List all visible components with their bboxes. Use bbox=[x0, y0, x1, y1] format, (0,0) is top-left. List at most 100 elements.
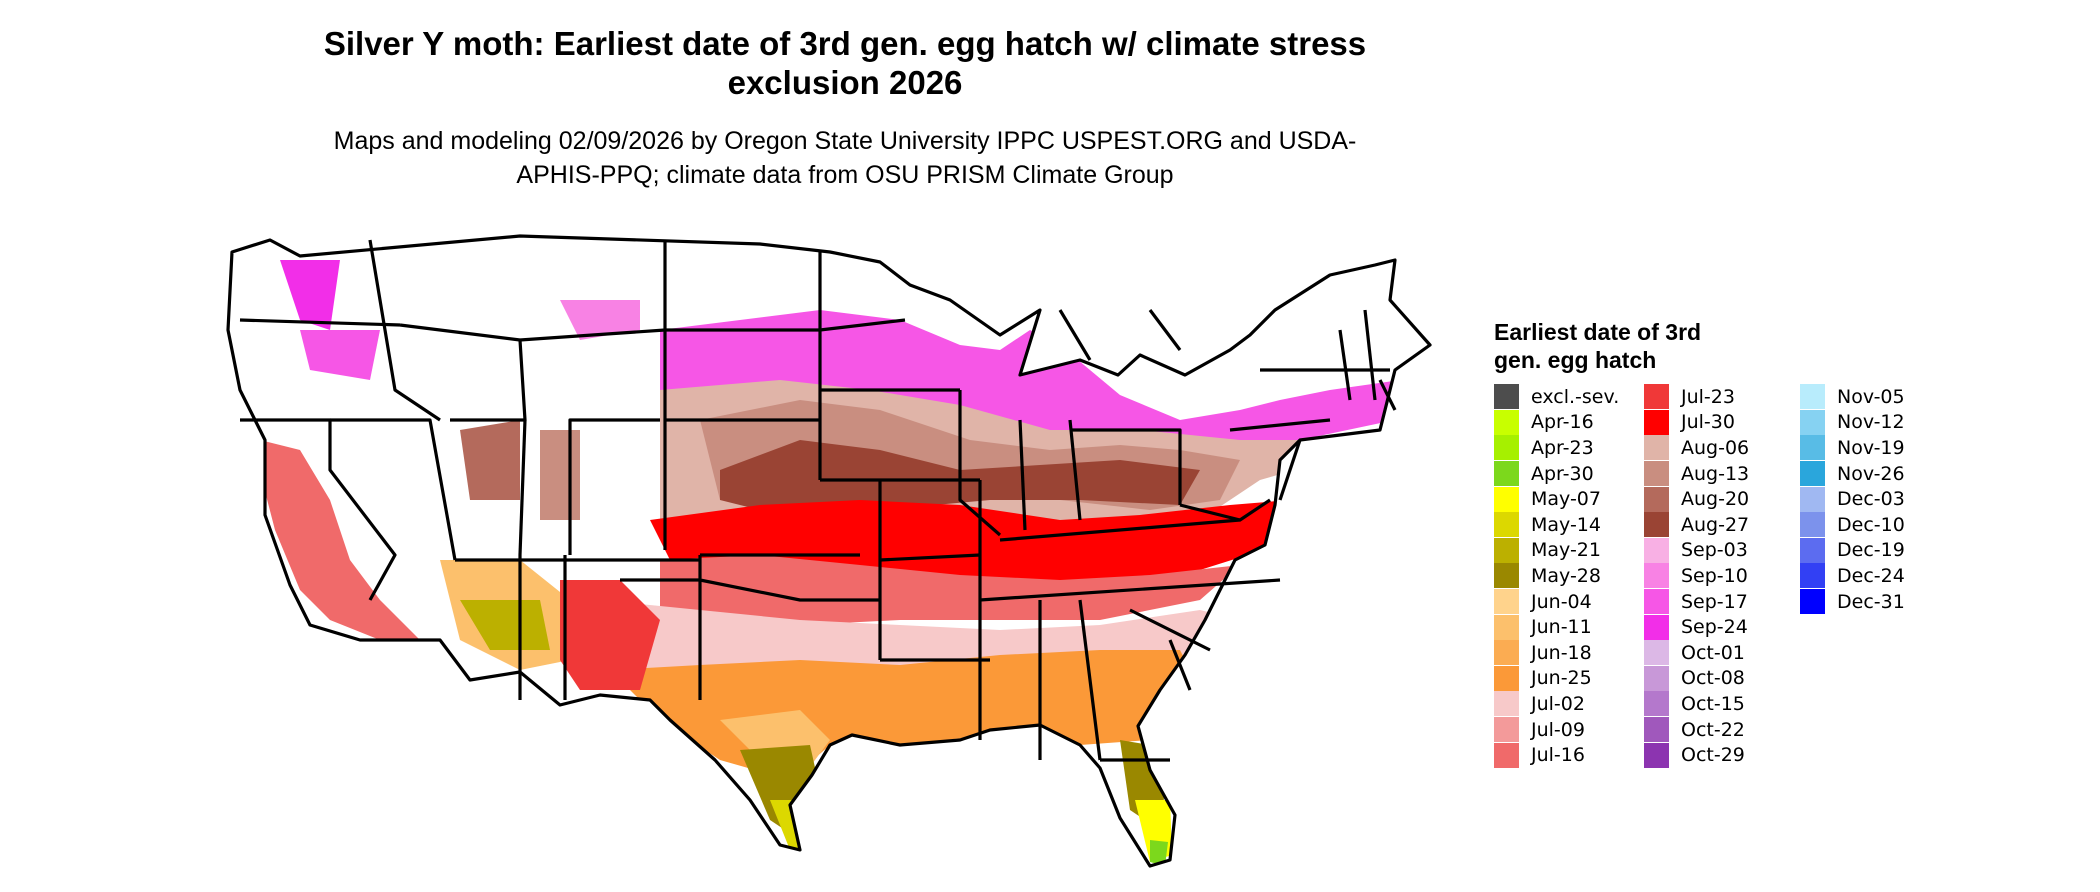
legend-label: Jun-11 bbox=[1531, 616, 1592, 639]
legend-item: Jun-25 bbox=[1494, 665, 1619, 692]
legend-item: Dec-19 bbox=[1800, 537, 1905, 564]
legend-swatch bbox=[1644, 717, 1669, 743]
legend-label: Dec-10 bbox=[1837, 513, 1905, 536]
legend-label: Aug-27 bbox=[1681, 513, 1750, 536]
legend-label: Aug-13 bbox=[1681, 462, 1750, 485]
legend-item: Nov-12 bbox=[1800, 409, 1905, 436]
legend-item: Dec-03 bbox=[1800, 486, 1905, 512]
legend-swatch bbox=[1644, 461, 1669, 487]
legend-swatch bbox=[1494, 409, 1519, 435]
legend-label: Dec-03 bbox=[1837, 488, 1905, 511]
legend-swatch bbox=[1644, 409, 1669, 435]
legend-item: Aug-06 bbox=[1644, 435, 1749, 461]
legend-label: Jun-25 bbox=[1531, 667, 1592, 690]
legend-swatch bbox=[1800, 563, 1825, 589]
legend-label: Dec-24 bbox=[1837, 564, 1905, 587]
legend-label: Sep-17 bbox=[1681, 590, 1748, 613]
legend-label: Nov-05 bbox=[1837, 385, 1905, 408]
legend-swatch bbox=[1494, 461, 1519, 487]
legend-swatch bbox=[1494, 691, 1519, 717]
legend-column: Jul-23 Jul-30 Aug-06 Aug-13 Aug-20 Aug-27 Sep-… bbox=[1644, 384, 1749, 768]
legend-item: May-07 bbox=[1494, 486, 1619, 512]
legend-item: May-14 bbox=[1494, 512, 1619, 538]
legend-swatch bbox=[1644, 512, 1669, 538]
legend-item: Aug-13 bbox=[1644, 461, 1749, 487]
legend-label: Oct-15 bbox=[1681, 692, 1745, 715]
legend-label: May-14 bbox=[1531, 513, 1601, 536]
legend-label: excl.-sev. bbox=[1531, 385, 1620, 408]
legend-label: Apr-23 bbox=[1531, 436, 1594, 459]
legend-label: Nov-26 bbox=[1837, 462, 1905, 485]
legend-label: Jun-18 bbox=[1531, 641, 1592, 664]
legend-item: Sep-03 bbox=[1644, 537, 1749, 564]
legend-item: Aug-27 bbox=[1644, 512, 1749, 538]
legend-swatch bbox=[1494, 435, 1519, 461]
legend-swatch bbox=[1494, 384, 1519, 410]
legend-swatch bbox=[1800, 486, 1825, 512]
legend-item: May-28 bbox=[1494, 563, 1619, 589]
legend-swatch bbox=[1494, 486, 1519, 512]
legend-item: Jun-04 bbox=[1494, 589, 1619, 615]
legend-label: Jul-30 bbox=[1681, 411, 1735, 434]
us-hatch-date-map bbox=[226, 234, 1432, 868]
legend-item: May-21 bbox=[1494, 537, 1619, 564]
legend-swatch bbox=[1800, 537, 1825, 563]
legend-item: Apr-23 bbox=[1494, 435, 1619, 461]
legend-swatch bbox=[1494, 537, 1519, 563]
legend-item: Nov-19 bbox=[1800, 435, 1905, 461]
legend-swatch bbox=[1800, 512, 1825, 538]
legend-swatch bbox=[1644, 384, 1669, 410]
legend-title: Earliest date of 3rd gen. egg hatch bbox=[1494, 319, 1702, 373]
legend-label: Jul-23 bbox=[1681, 385, 1735, 408]
legend-item: Oct-15 bbox=[1644, 691, 1749, 717]
legend-label: Sep-03 bbox=[1681, 539, 1748, 562]
legend-item: Jul-30 bbox=[1644, 409, 1749, 436]
legend-item: Oct-22 bbox=[1644, 717, 1749, 743]
legend-label: Oct-22 bbox=[1681, 718, 1745, 741]
legend-swatch bbox=[1494, 614, 1519, 640]
legend-swatch bbox=[1494, 563, 1519, 589]
legend-swatch bbox=[1644, 589, 1669, 615]
legend-item: Oct-08 bbox=[1644, 665, 1749, 692]
legend-item: Dec-10 bbox=[1800, 512, 1905, 538]
legend-swatch bbox=[1494, 512, 1519, 538]
legend-item: Nov-05 bbox=[1800, 384, 1905, 410]
map-subtitle: Maps and modeling 02/09/2026 by Oregon S… bbox=[333, 127, 1357, 189]
legend-label: Nov-12 bbox=[1837, 411, 1905, 434]
legend-item: Jul-02 bbox=[1494, 691, 1619, 717]
legend-label: Apr-30 bbox=[1531, 462, 1594, 485]
legend-swatch bbox=[1800, 409, 1825, 435]
legend-swatch bbox=[1494, 640, 1519, 666]
legend-label: Dec-31 bbox=[1837, 590, 1905, 613]
legend-swatch bbox=[1494, 742, 1519, 768]
legend-label: Jul-16 bbox=[1531, 744, 1585, 767]
legend-item: Aug-20 bbox=[1644, 486, 1749, 512]
legend-swatch bbox=[1644, 435, 1669, 461]
legend-item: Dec-31 bbox=[1800, 589, 1905, 615]
legend-swatch bbox=[1644, 691, 1669, 717]
legend-item: Jul-09 bbox=[1494, 717, 1619, 743]
map-title: Silver Y moth: Earliest date of 3rd gen.… bbox=[323, 25, 1367, 101]
legend-column: Nov-05 Nov-12 Nov-19 Nov-26 Dec-03 Dec-10 Dec-… bbox=[1800, 384, 1905, 615]
legend-item: Jun-11 bbox=[1494, 614, 1619, 640]
legend-swatch bbox=[1644, 665, 1669, 691]
legend: Earliest date of 3rd gen. egg hatch excl… bbox=[1494, 318, 2094, 784]
legend-label: Oct-29 bbox=[1681, 744, 1745, 767]
legend-label: Oct-08 bbox=[1681, 667, 1745, 690]
legend-item: Sep-17 bbox=[1644, 589, 1749, 615]
legend-label: Jul-02 bbox=[1531, 692, 1585, 715]
legend-label: Oct-01 bbox=[1681, 641, 1745, 664]
legend-swatch bbox=[1644, 486, 1669, 512]
legend-label: Aug-20 bbox=[1681, 488, 1750, 511]
legend-item: Jun-18 bbox=[1494, 640, 1619, 666]
legend-label: Aug-06 bbox=[1681, 436, 1750, 459]
legend-label: Jul-09 bbox=[1531, 718, 1585, 741]
legend-label: May-21 bbox=[1531, 539, 1601, 562]
legend-item: Oct-01 bbox=[1644, 640, 1749, 666]
legend-item: Jul-16 bbox=[1494, 742, 1619, 768]
legend-item: Nov-26 bbox=[1800, 461, 1905, 487]
legend-label: Sep-24 bbox=[1681, 616, 1748, 639]
legend-item: Apr-16 bbox=[1494, 409, 1619, 436]
legend-swatch bbox=[1800, 461, 1825, 487]
legend-label: Dec-19 bbox=[1837, 539, 1905, 562]
